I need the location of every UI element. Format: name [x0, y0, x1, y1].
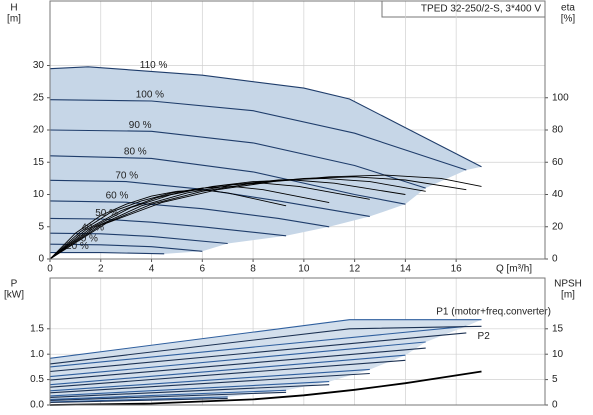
y-tick-label: 1.0 — [30, 349, 44, 360]
curve — [49, 332, 467, 373]
y2-tick-label: 80 — [552, 125, 564, 136]
curve — [50, 252, 165, 255]
y-tick-label: 1.5 — [30, 323, 44, 334]
curve-label: 90 % — [129, 120, 152, 131]
y2-tick-label: 40 — [552, 189, 564, 200]
y-tick-label: 10 — [33, 189, 45, 200]
x-label: Q [m³/h] — [496, 264, 532, 275]
y-tick-label: 25 — [33, 92, 45, 103]
secondary-curve — [49, 179, 406, 260]
curve — [49, 341, 426, 378]
x-tick-label: 14 — [400, 264, 412, 275]
y2-tick-label: 20 — [552, 221, 564, 232]
curve — [49, 217, 287, 237]
operating-range — [50, 319, 482, 402]
curve-label: 110 % — [140, 60, 168, 71]
curve — [49, 325, 467, 368]
x-tick-label: 6 — [200, 264, 206, 275]
y2-tick-label: 100 — [552, 92, 569, 103]
y2-tick-label: 5 — [552, 374, 558, 385]
curve — [49, 99, 467, 171]
curve — [49, 397, 228, 404]
y-tick-label: 0.5 — [30, 374, 44, 385]
y-tick-label: 15 — [33, 157, 45, 168]
y-label: P — [11, 279, 18, 290]
y2-tick-label: 0 — [552, 400, 558, 411]
y2-unit: [m] — [561, 290, 575, 301]
curve-label: 100 % — [136, 90, 164, 101]
curve — [49, 368, 370, 392]
y-label: H — [10, 3, 17, 14]
x-tick-label: 16 — [451, 264, 463, 275]
curve — [49, 396, 228, 403]
y2-label: NPSH — [554, 279, 582, 290]
curve-label: 70 % — [115, 170, 138, 181]
y2-tick-label: 0 — [552, 254, 558, 265]
curve-label: 20 % — [66, 241, 89, 252]
secondary-curve — [49, 370, 482, 406]
curve — [49, 155, 406, 205]
y-tick-label: 0 — [38, 254, 44, 265]
y2-label: eta — [561, 3, 575, 14]
x-tick-label: 8 — [250, 264, 256, 275]
curve — [49, 200, 330, 228]
curve — [49, 325, 482, 365]
chart-title: TPED 32-250/2-S, 3*400 V — [421, 4, 541, 15]
y2-tick-label: 60 — [552, 157, 564, 168]
secondary-curve — [49, 185, 330, 260]
curve — [49, 319, 482, 359]
y-tick-label: 20 — [33, 125, 45, 136]
curve-label: 60 % — [106, 191, 129, 202]
y2-unit: [%] — [561, 14, 576, 25]
curve — [49, 381, 330, 397]
curve — [49, 359, 406, 388]
x-tick-label: 2 — [98, 264, 104, 275]
curve — [49, 243, 203, 252]
curve — [49, 66, 482, 168]
curve-label: 80 % — [124, 147, 147, 158]
plot-frame — [49, 277, 546, 406]
x-tick-label: 10 — [298, 264, 310, 275]
curve-label: 40 % — [81, 222, 104, 233]
curve-label: 50 % — [95, 208, 118, 219]
curve-label: P2 — [478, 331, 491, 342]
curve — [49, 347, 426, 381]
y-tick-label: 5 — [38, 221, 44, 232]
curve — [49, 389, 287, 400]
y-unit: [m] — [7, 14, 21, 25]
plot-frame — [49, 0, 546, 260]
operating-range — [50, 66, 482, 254]
y-unit: [kW] — [4, 290, 24, 301]
curve-label: 30 % — [75, 233, 98, 244]
curve — [49, 354, 406, 386]
y2-tick-label: 10 — [552, 349, 564, 360]
y-tick-label: 0.0 — [30, 400, 44, 411]
x-tick-label: 12 — [349, 264, 361, 275]
x-tick-label: 4 — [149, 264, 155, 275]
y2-tick-label: 15 — [552, 323, 564, 334]
curve — [49, 384, 330, 398]
secondary-curve — [49, 176, 467, 260]
curve — [49, 372, 370, 394]
x-tick-label: 0 — [47, 264, 53, 275]
curve-label: P1 (motor+freq.converter) — [436, 306, 551, 317]
curve — [49, 129, 426, 189]
secondary-curve — [49, 189, 287, 260]
curve — [49, 391, 287, 401]
y-tick-label: 30 — [33, 60, 45, 71]
